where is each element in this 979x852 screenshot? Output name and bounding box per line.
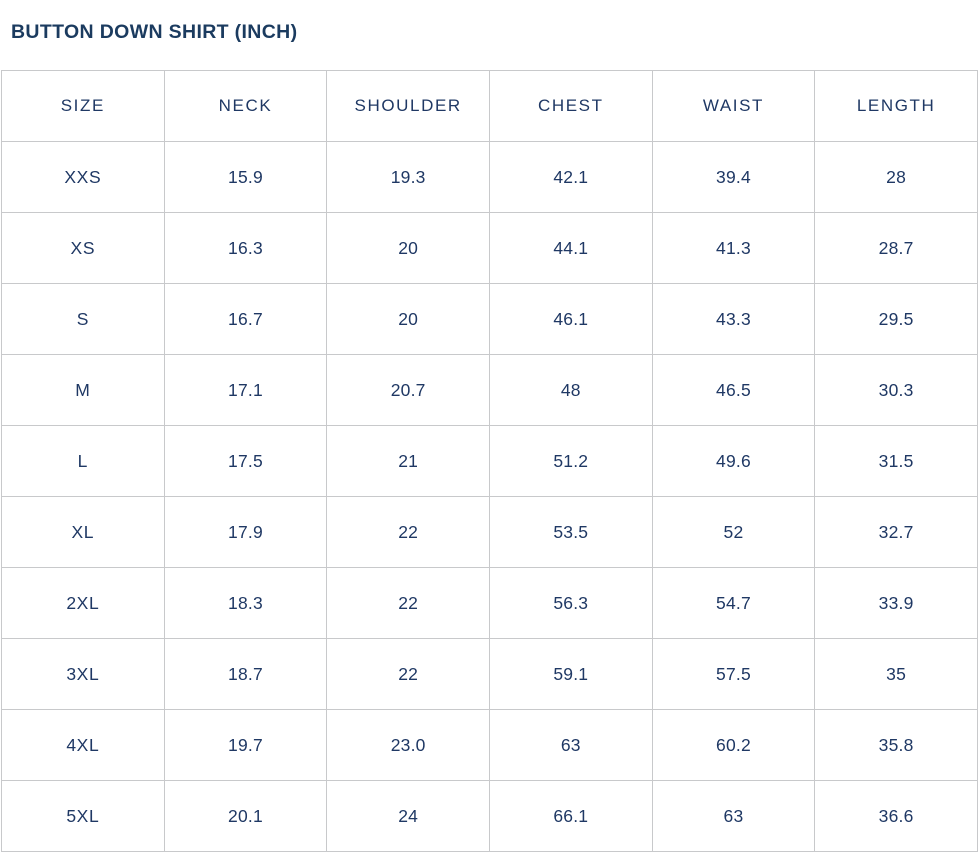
cell-length: 28.7	[814, 212, 978, 284]
cell-shoulder: 20	[326, 283, 490, 355]
cell-neck: 18.3	[163, 567, 328, 639]
cell-chest: 42.1	[488, 141, 653, 213]
cell-chest: 53.5	[488, 496, 653, 568]
cell-chest: 66.1	[488, 780, 653, 852]
cell-shoulder: 22	[326, 496, 490, 568]
size-label: 5XL	[1, 780, 165, 852]
cell-chest: 46.1	[488, 283, 653, 355]
cell-length: 33.9	[814, 567, 978, 639]
cell-shoulder: 20.7	[326, 354, 490, 426]
cell-waist: 63	[651, 780, 816, 852]
cell-neck: 19.7	[163, 709, 328, 781]
table-row: M 17.1 20.7 48 46.5 30.3	[1, 354, 978, 426]
cell-neck: 18.7	[163, 638, 328, 710]
cell-neck: 16.3	[163, 212, 328, 284]
cell-neck: 17.9	[163, 496, 328, 568]
cell-length: 30.3	[814, 354, 978, 426]
table-row: S 16.7 20 46.1 43.3 29.5	[1, 283, 978, 355]
cell-chest: 51.2	[488, 425, 653, 497]
size-label: 2XL	[1, 567, 165, 639]
cell-length: 32.7	[814, 496, 978, 568]
size-label: XXS	[1, 141, 165, 213]
cell-shoulder: 22	[326, 638, 490, 710]
cell-chest: 63	[488, 709, 653, 781]
table-row: 3XL 18.7 22 59.1 57.5 35	[1, 638, 978, 710]
table-row: L 17.5 21 51.2 49.6 31.5	[1, 425, 978, 497]
column-header-waist: WAIST	[651, 70, 816, 142]
column-header-chest: CHEST	[488, 70, 653, 142]
cell-chest: 44.1	[488, 212, 653, 284]
cell-neck: 17.1	[163, 354, 328, 426]
size-label: S	[1, 283, 165, 355]
column-header-length: LENGTH	[814, 70, 978, 142]
table-row: XXS 15.9 19.3 42.1 39.4 28	[1, 141, 978, 213]
cell-waist: 49.6	[651, 425, 816, 497]
column-header-neck: NECK	[163, 70, 328, 142]
cell-length: 36.6	[814, 780, 978, 852]
cell-shoulder: 23.0	[326, 709, 490, 781]
cell-chest: 59.1	[488, 638, 653, 710]
column-header-shoulder: SHOULDER	[326, 70, 490, 142]
size-label: L	[1, 425, 165, 497]
table-row: XS 16.3 20 44.1 41.3 28.7	[1, 212, 978, 284]
size-label: XS	[1, 212, 165, 284]
cell-waist: 52	[651, 496, 816, 568]
cell-length: 31.5	[814, 425, 978, 497]
size-label: 3XL	[1, 638, 165, 710]
size-chart-table: SIZE NECK SHOULDER CHEST WAIST LENGTH XXS 15.9…	[1, 70, 978, 852]
cell-neck: 15.9	[163, 141, 328, 213]
size-label: M	[1, 354, 165, 426]
size-label: 4XL	[1, 709, 165, 781]
cell-length: 35	[814, 638, 978, 710]
cell-length: 35.8	[814, 709, 978, 781]
size-label: XL	[1, 496, 165, 568]
cell-chest: 48	[488, 354, 653, 426]
cell-shoulder: 22	[326, 567, 490, 639]
cell-waist: 57.5	[651, 638, 816, 710]
table-body: XXS 15.9 19.3 42.1 39.4 28 XS 16.3 20 44.1 41.3 28.…	[1, 141, 978, 852]
cell-chest: 56.3	[488, 567, 653, 639]
column-header-size: SIZE	[1, 70, 165, 142]
cell-waist: 60.2	[651, 709, 816, 781]
table-row: 4XL 19.7 23.0 63 60.2 35.8	[1, 709, 978, 781]
cell-neck: 17.5	[163, 425, 328, 497]
cell-shoulder: 21	[326, 425, 490, 497]
table-row: XL 17.9 22 53.5 52 32.7	[1, 496, 978, 568]
cell-shoulder: 19.3	[326, 141, 490, 213]
page-title: BUTTON DOWN SHIRT (INCH)	[11, 21, 298, 43]
cell-neck: 16.7	[163, 283, 328, 355]
table-header-row: SIZE NECK SHOULDER CHEST WAIST LENGTH	[1, 70, 978, 142]
table-header: SIZE NECK SHOULDER CHEST WAIST LENGTH	[1, 70, 978, 142]
cell-length: 29.5	[814, 283, 978, 355]
cell-waist: 46.5	[651, 354, 816, 426]
cell-waist: 39.4	[651, 141, 816, 213]
table-row: 2XL 18.3 22 56.3 54.7 33.9	[1, 567, 978, 639]
cell-shoulder: 20	[326, 212, 490, 284]
cell-waist: 54.7	[651, 567, 816, 639]
cell-length: 28	[814, 141, 978, 213]
table-row: 5XL 20.1 24 66.1 63 36.6	[1, 780, 978, 852]
cell-waist: 43.3	[651, 283, 816, 355]
cell-waist: 41.3	[651, 212, 816, 284]
